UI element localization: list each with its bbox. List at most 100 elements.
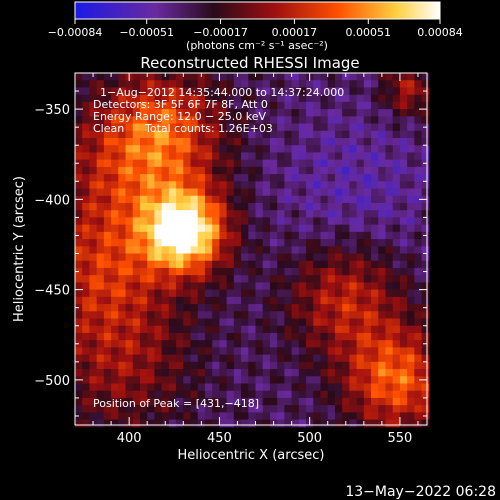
heatmap-cell	[356, 130, 365, 139]
heatmap-cell	[147, 332, 155, 341]
heatmap-cell	[269, 181, 278, 190]
heatmap-cell	[89, 80, 98, 88]
heatmap-cell	[298, 195, 307, 204]
heatmap-cell	[183, 217, 192, 226]
heatmap-cell	[241, 390, 249, 399]
heatmap-cell	[298, 87, 307, 96]
heatmap-cell	[190, 253, 199, 262]
heatmap-cell	[363, 390, 372, 399]
heatmap-cell	[125, 224, 134, 233]
heatmap-cell	[291, 369, 300, 377]
heatmap-cell	[132, 239, 141, 247]
heatmap-cell	[298, 282, 307, 291]
heatmap-cell	[118, 202, 127, 211]
heatmap-cell	[284, 260, 293, 269]
heatmap-cell	[168, 217, 177, 226]
heatmap-cell	[363, 260, 372, 269]
heatmap-cell	[291, 318, 300, 327]
heatmap-cell	[414, 109, 423, 117]
heatmap-cell	[255, 109, 264, 117]
heatmap-cell	[334, 239, 343, 247]
heatmap-cell	[298, 137, 307, 146]
colorbar-tick-label: −0.00017	[193, 26, 248, 39]
heatmap-cell	[371, 239, 379, 247]
heatmap-cell	[255, 361, 264, 370]
heatmap-cell	[161, 231, 170, 240]
heatmap-cell	[154, 181, 163, 190]
heatmap-cell	[147, 275, 155, 283]
heatmap-cell	[82, 73, 90, 81]
heatmap-cell	[399, 332, 408, 341]
heatmap-cell	[233, 159, 242, 168]
heatmap-cell	[378, 325, 386, 334]
heatmap-cell	[262, 123, 271, 132]
heatmap-cell	[111, 202, 119, 211]
heatmap-cell	[421, 332, 430, 341]
heatmap-cell	[407, 311, 415, 319]
heatmap-cell	[241, 202, 249, 211]
heatmap-cell	[262, 130, 271, 139]
heatmap-cell	[89, 361, 98, 370]
heatmap-cell	[168, 347, 177, 356]
heatmap-cell	[176, 282, 184, 291]
heatmap-cell	[306, 210, 314, 218]
heatmap-cell	[248, 397, 257, 406]
heatmap-cell	[161, 174, 170, 182]
chart-title: Reconstructed RHESSI Image	[140, 54, 359, 72]
heatmap-cell	[118, 94, 127, 103]
heatmap-cell	[277, 137, 285, 146]
heatmap-cell	[291, 116, 300, 125]
heatmap-cell	[241, 174, 249, 182]
heatmap-cell	[320, 289, 329, 298]
heatmap-cell	[385, 202, 394, 211]
heatmap-cell	[298, 202, 307, 211]
heatmap-cell	[371, 253, 379, 262]
heatmap-cell	[371, 202, 379, 211]
heatmap-cell	[118, 260, 127, 269]
heatmap-cell	[125, 145, 134, 153]
heatmap-cell	[103, 174, 112, 182]
heatmap-cell	[399, 101, 408, 110]
heatmap-cell	[392, 73, 401, 81]
heatmap-cell	[161, 275, 170, 283]
heatmap-cell	[284, 181, 293, 190]
heatmap-cell	[298, 188, 307, 197]
heatmap-cell	[262, 275, 271, 283]
heatmap-cell	[96, 87, 105, 96]
heatmap-cell	[118, 73, 127, 81]
heatmap-cell	[103, 130, 112, 139]
heatmap-cell	[269, 405, 278, 413]
heatmap-cell	[212, 231, 220, 240]
heatmap-cell	[118, 325, 127, 334]
heatmap-cell	[385, 94, 394, 103]
heatmap-cell	[219, 412, 228, 421]
heatmap-cell	[356, 405, 365, 413]
heatmap-cell	[371, 347, 379, 356]
heatmap-cell	[168, 116, 177, 125]
heatmap-cell	[103, 318, 112, 327]
heatmap-cell	[248, 145, 257, 153]
heatmap-cell	[125, 166, 134, 175]
heatmap-cell	[378, 239, 386, 247]
heatmap-cell	[356, 296, 365, 305]
heatmap-cell	[75, 152, 83, 161]
heatmap-cell	[125, 101, 134, 110]
heatmap-cell	[407, 260, 415, 269]
heatmap-cell	[176, 159, 184, 168]
heatmap-cell	[306, 318, 314, 327]
heatmap-cell	[82, 260, 90, 269]
heatmap-cell	[392, 109, 401, 117]
heatmap-cell	[363, 188, 372, 197]
heatmap-cell	[118, 282, 127, 291]
heatmap-cell	[111, 188, 119, 197]
heatmap-cell	[363, 101, 372, 110]
heatmap-cell	[414, 159, 423, 168]
heatmap-cell	[385, 253, 394, 262]
heatmap-cell	[226, 217, 235, 226]
heatmap-cell	[197, 332, 206, 341]
heatmap-cell	[269, 267, 278, 276]
heatmap-cell	[168, 419, 177, 428]
heatmap-cell	[392, 246, 401, 255]
heatmap-cell	[262, 174, 271, 182]
heatmap-cell	[89, 195, 98, 204]
